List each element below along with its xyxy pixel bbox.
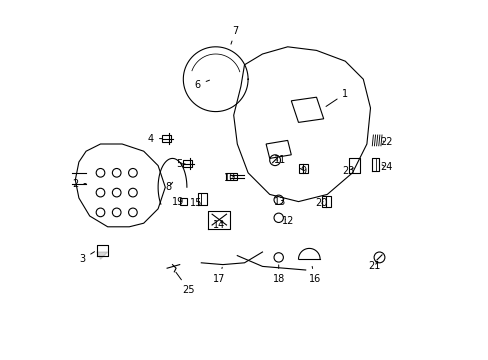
Text: 10: 10 [224, 173, 236, 183]
Text: 18: 18 [272, 265, 284, 284]
Bar [298, 164, 307, 173]
Text: 7: 7 [230, 26, 238, 44]
Bar [321, 196, 330, 207]
Text: 14: 14 [213, 220, 225, 230]
Text: 21: 21 [367, 261, 380, 271]
Polygon shape [97, 252, 107, 259]
Text: 12: 12 [281, 216, 293, 226]
Text: 25: 25 [176, 272, 195, 295]
Text: 19: 19 [171, 197, 183, 207]
Text: 3: 3 [79, 252, 94, 264]
Text: 16: 16 [308, 266, 320, 284]
Text: 23: 23 [342, 166, 354, 176]
Text: 20: 20 [315, 198, 327, 208]
Text: 6: 6 [194, 80, 209, 90]
Bar [226, 173, 237, 180]
Text: 15: 15 [189, 198, 202, 208]
Text: 5: 5 [176, 159, 185, 169]
Text: 2: 2 [72, 179, 86, 189]
Text: 4: 4 [147, 134, 162, 144]
Text: 1: 1 [325, 89, 347, 107]
Text: 24: 24 [380, 162, 392, 172]
Text: 17: 17 [213, 267, 225, 284]
Text: 8: 8 [165, 182, 172, 192]
Text: 22: 22 [380, 137, 392, 147]
Bar [162, 135, 170, 142]
Text: 13: 13 [274, 197, 286, 207]
Text: 11: 11 [274, 155, 286, 165]
Bar [179, 198, 186, 205]
Bar [183, 160, 192, 167]
Text: 9: 9 [300, 166, 306, 176]
